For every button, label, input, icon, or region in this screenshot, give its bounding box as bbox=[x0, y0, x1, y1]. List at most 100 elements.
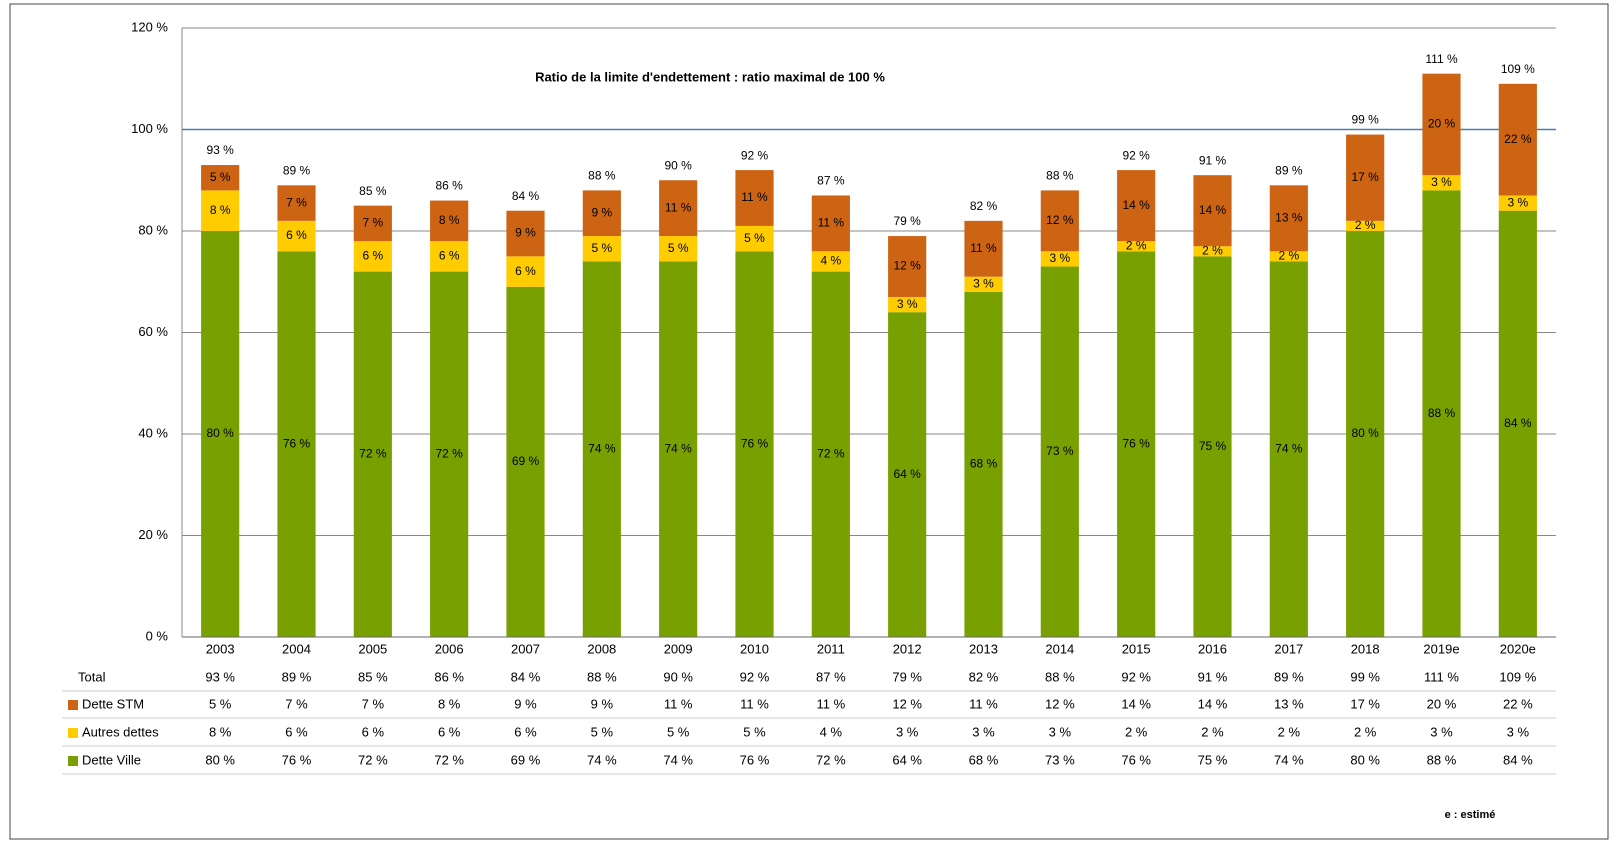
segment-label: 11 % bbox=[741, 190, 768, 204]
bar-segment bbox=[353, 271, 392, 637]
segment-label: 3 % bbox=[1431, 175, 1452, 189]
table-cell: 93 % bbox=[205, 669, 235, 684]
bar-segment bbox=[1269, 185, 1308, 252]
table-cell: 89 % bbox=[1274, 669, 1304, 684]
table-cell: 88 % bbox=[1045, 669, 1075, 684]
total-label: 99 % bbox=[1351, 113, 1379, 127]
table-cell: 86 % bbox=[434, 669, 464, 684]
table-cell: 69 % bbox=[511, 752, 541, 767]
x-tick-label: 2015 bbox=[1122, 641, 1151, 656]
bar-segment bbox=[659, 180, 698, 237]
bar-segment bbox=[1117, 251, 1156, 638]
table-cell: 72 % bbox=[358, 752, 388, 767]
table-cell: 5 % bbox=[591, 724, 614, 739]
bar-segment bbox=[1193, 256, 1232, 637]
x-tick-label: 2004 bbox=[282, 641, 311, 656]
table-cell: 8 % bbox=[209, 724, 232, 739]
legend-swatch bbox=[68, 700, 78, 710]
segment-label: 88 % bbox=[1428, 406, 1456, 420]
table-cell: 2 % bbox=[1125, 724, 1148, 739]
table-cell: 85 % bbox=[358, 669, 388, 684]
x-tick-label: 2012 bbox=[893, 641, 922, 656]
y-tick-label: 40 % bbox=[138, 425, 168, 440]
y-tick-label: 80 % bbox=[138, 222, 168, 237]
bar-segment bbox=[888, 296, 927, 313]
table-cell: 7 % bbox=[285, 696, 308, 711]
bar-segment bbox=[964, 291, 1003, 637]
table-cell: 4 % bbox=[820, 724, 843, 739]
segment-label: 12 % bbox=[893, 259, 921, 273]
segment-label: 3 % bbox=[1049, 251, 1070, 265]
table-cell: 3 % bbox=[1507, 724, 1530, 739]
segment-label: 9 % bbox=[591, 205, 612, 219]
table-cell: 74 % bbox=[663, 752, 693, 767]
bar-segment bbox=[353, 241, 392, 272]
x-tick-label: 2003 bbox=[206, 641, 235, 656]
table-cell: 9 % bbox=[514, 696, 537, 711]
bar-segment bbox=[201, 190, 240, 231]
segment-label: 76 % bbox=[283, 436, 311, 450]
total-label: 88 % bbox=[1046, 169, 1074, 183]
segment-label: 76 % bbox=[1122, 436, 1150, 450]
x-tick-label: 2014 bbox=[1045, 641, 1074, 656]
bar-segment bbox=[201, 231, 240, 637]
x-tick-label: 2018 bbox=[1351, 641, 1380, 656]
bar-segment bbox=[201, 165, 240, 191]
bar-segment bbox=[888, 236, 927, 297]
y-tick-label: 20 % bbox=[138, 527, 168, 542]
segment-label: 13 % bbox=[1275, 210, 1303, 224]
segment-label: 73 % bbox=[1046, 444, 1074, 458]
x-tick-label: 2017 bbox=[1274, 641, 1303, 656]
bar-segment bbox=[1269, 251, 1308, 262]
table-cell: 11 % bbox=[969, 696, 998, 711]
bar-segment bbox=[1498, 210, 1537, 637]
bar-segment bbox=[506, 286, 545, 637]
total-label: 93 % bbox=[206, 143, 234, 157]
segment-label: 17 % bbox=[1351, 170, 1379, 184]
segment-label: 8 % bbox=[210, 203, 231, 217]
bar-segment bbox=[277, 251, 316, 638]
bar-segment bbox=[659, 261, 698, 637]
x-tick-label: 2007 bbox=[511, 641, 540, 656]
bar-segment bbox=[1040, 190, 1079, 252]
table-cell: 6 % bbox=[514, 724, 537, 739]
segment-label: 75 % bbox=[1199, 439, 1227, 453]
segment-label: 12 % bbox=[1046, 213, 1074, 227]
legend-swatch bbox=[68, 728, 78, 738]
total-label: 82 % bbox=[970, 199, 998, 213]
segment-label: 6 % bbox=[286, 228, 307, 242]
segment-label: 2 % bbox=[1355, 218, 1376, 232]
segment-label: 6 % bbox=[439, 249, 460, 263]
bar-segment bbox=[277, 220, 316, 252]
table-cell: 80 % bbox=[1350, 752, 1380, 767]
table-cell: 7 % bbox=[362, 696, 385, 711]
segment-label: 8 % bbox=[439, 213, 460, 227]
bar-segment bbox=[1117, 241, 1156, 252]
bar-segment bbox=[506, 210, 545, 257]
table-cell: 22 % bbox=[1503, 696, 1533, 711]
segment-label: 6 % bbox=[362, 249, 383, 263]
total-label: 79 % bbox=[893, 214, 921, 228]
table-cell: 20 % bbox=[1427, 696, 1457, 711]
bar-segment bbox=[430, 200, 469, 242]
bar-segment bbox=[735, 170, 774, 226]
table-cell: 2 % bbox=[1278, 724, 1301, 739]
segment-label: 3 % bbox=[897, 297, 918, 311]
table-cell: 73 % bbox=[1045, 752, 1075, 767]
table-cell: 109 % bbox=[1499, 669, 1536, 684]
bar-segment bbox=[582, 190, 621, 237]
table-cell: 3 % bbox=[972, 724, 995, 739]
table-cell: 6 % bbox=[438, 724, 461, 739]
table-cell: 5 % bbox=[743, 724, 766, 739]
table-cell: 64 % bbox=[892, 752, 922, 767]
table-cell: 111 % bbox=[1424, 669, 1459, 684]
bar-segment bbox=[811, 251, 850, 272]
table-cell: 12 % bbox=[1045, 696, 1075, 711]
y-tick-label: 120 % bbox=[131, 19, 168, 34]
table-cell: 88 % bbox=[1427, 752, 1457, 767]
segment-label: 14 % bbox=[1122, 198, 1150, 212]
table-cell: 3 % bbox=[1049, 724, 1072, 739]
bar-segment bbox=[735, 251, 774, 638]
x-tick-label: 2011 bbox=[817, 641, 845, 656]
x-tick-label: 2009 bbox=[664, 641, 693, 656]
